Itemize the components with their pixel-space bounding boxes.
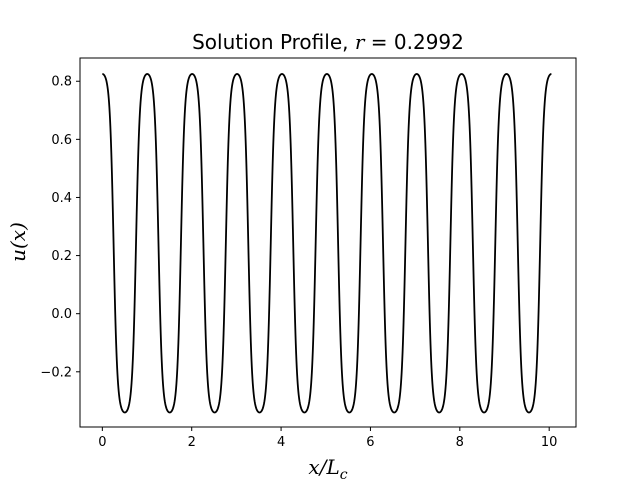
y-tick-label: 0.2 (51, 249, 72, 264)
series-layer (101, 73, 552, 414)
x-tick-label: 0 (98, 435, 106, 450)
x-tick-label: 6 (366, 435, 374, 450)
chart-title: Solution Profile, r = 0.2992 (192, 30, 464, 54)
y-tick-label: 0.4 (51, 191, 72, 206)
x-axis-label: x/Lc (308, 455, 347, 480)
x-tick-label: 2 (188, 435, 196, 450)
x-tick-label: 4 (277, 435, 285, 450)
y-tick-label: 0.6 (51, 133, 72, 148)
y-tick-label: 0.8 (51, 75, 72, 90)
y-tick-label: −0.2 (40, 365, 72, 380)
y-axis-label: u(x) (6, 222, 30, 262)
ticks-layer: 0 2 4 6 8 10 −0.2 0.0 0.2 0.4 0.6 0.8 (40, 75, 557, 450)
x-tick-label: 8 (456, 435, 464, 450)
series-line (101, 73, 552, 414)
y-tick-label: 0.0 (51, 307, 72, 322)
x-tick-label: 10 (541, 435, 558, 450)
plot-frame (79, 57, 577, 428)
